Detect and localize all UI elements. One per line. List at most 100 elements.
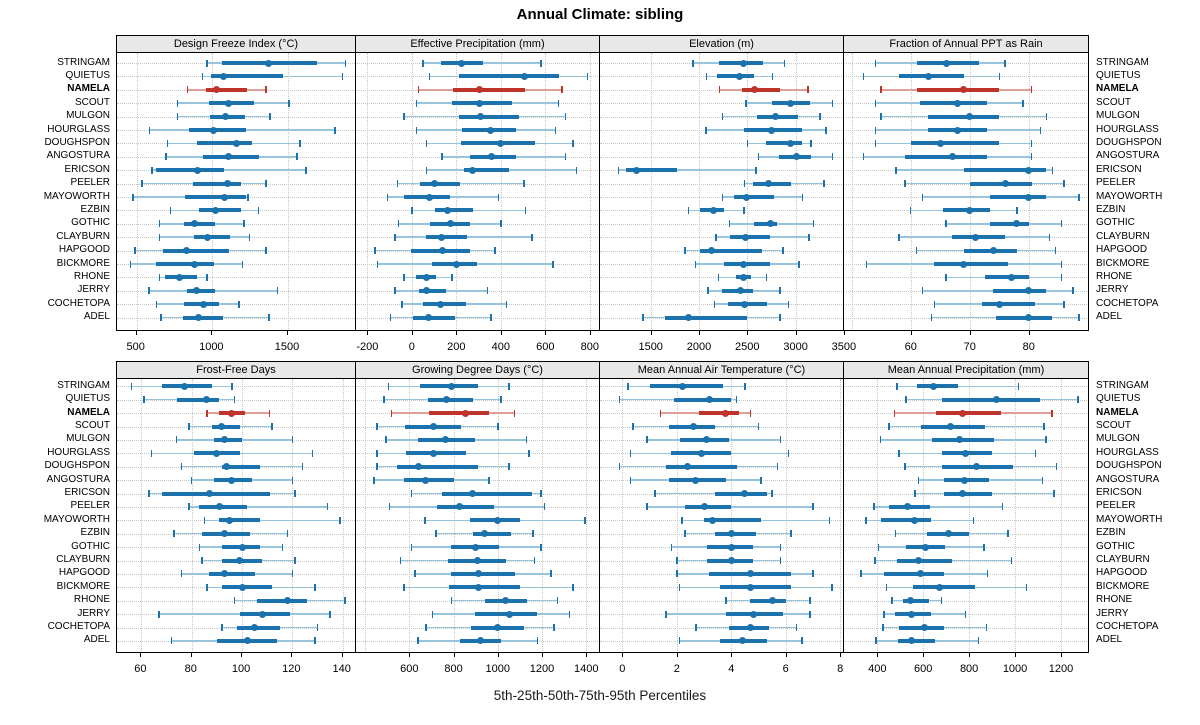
whisker-cap (618, 463, 621, 471)
median-dot (236, 557, 244, 564)
whisker-cap (1016, 206, 1018, 214)
x-tick-label: 2000 (686, 341, 712, 353)
station-label-right: EZBIN (1096, 203, 1126, 215)
whisker-cap (893, 409, 896, 417)
median-dot (447, 220, 455, 228)
iqr-bar (729, 235, 770, 240)
station-label-right: PEELER (1096, 500, 1136, 512)
median-dot (472, 543, 480, 551)
median-dot (727, 530, 735, 538)
iqr-bar (884, 571, 944, 576)
gridline-vertical (141, 379, 143, 652)
whisker-cap (198, 543, 200, 551)
whisker-cap (865, 516, 867, 524)
median-dot (697, 449, 705, 457)
whisker-cap (687, 206, 690, 214)
whisker-cap (1063, 180, 1065, 188)
x-tick (795, 331, 797, 335)
station-label-right: DOUGHSPON (1096, 460, 1162, 472)
iqr-bar (996, 315, 1053, 320)
median-dot (961, 476, 969, 484)
whisker-cap (500, 220, 502, 228)
whisker-cap (694, 260, 697, 268)
whisker-cap (186, 86, 189, 94)
station-label-right: CLAYBURN (1096, 230, 1150, 242)
median-dot (442, 436, 450, 444)
x-tick (877, 653, 879, 657)
gridline-vertical (923, 379, 925, 652)
station-label-left: EZBIN (80, 203, 110, 215)
whisker-cap (415, 99, 418, 107)
median-dot (425, 314, 432, 322)
whisker-cap (721, 193, 724, 201)
station-label-right: MAYOWORTH (1096, 190, 1163, 202)
whisker-cap (500, 396, 502, 404)
median-dot (191, 220, 199, 228)
median-dot (787, 99, 795, 107)
whisker-cap (874, 126, 877, 134)
whisker-cap (779, 557, 782, 564)
median-dot (936, 139, 944, 147)
whisker-cap (933, 300, 936, 308)
whisker-cap (257, 206, 260, 214)
iqr-bar (163, 248, 229, 253)
median-dot (452, 260, 460, 268)
whisker-cap (629, 449, 632, 457)
station-label-right: HOURGLASS (1096, 446, 1159, 458)
median-dot (742, 233, 750, 241)
panel: Growing Degree Days (°C) (356, 361, 600, 653)
iqr-bar (699, 248, 762, 253)
whisker-cap (488, 476, 490, 484)
whisker-cap (531, 233, 533, 241)
whisker-cap (1060, 260, 1062, 268)
gridline-vertical (456, 53, 458, 330)
iqr-bar (665, 464, 737, 469)
x-tick-label: 140 (332, 663, 351, 675)
iqr-bar (932, 437, 995, 442)
whisker-cap (882, 624, 884, 631)
median-dot (225, 99, 233, 107)
whisker-cap (787, 300, 790, 308)
whisker-cap (684, 247, 686, 255)
station-label-right: MAYOWORTH (1096, 513, 1163, 525)
whisker-cap (238, 300, 240, 308)
whisker-cap (823, 180, 825, 188)
iqr-bar (724, 262, 771, 266)
median-dot (477, 113, 485, 121)
whisker-cap (735, 396, 738, 404)
panel: Design Freeze Index (°C) (116, 35, 356, 331)
station-label-left: NAMELA (67, 406, 110, 418)
station-label-right: JERRY (1096, 284, 1129, 296)
whisker-cap (486, 287, 489, 295)
median-dot (283, 597, 291, 605)
gridline-vertical (699, 53, 700, 330)
whisker-cap (676, 557, 678, 564)
median-dot (727, 557, 735, 564)
station-label-right: JERRY (1096, 607, 1129, 619)
median-dot (746, 624, 754, 631)
whisker-cap (983, 543, 985, 551)
median-dot (742, 193, 750, 201)
whisker-cap (986, 570, 989, 578)
iqr-bar (919, 101, 988, 106)
whisker-cap (862, 72, 865, 80)
whisker-cap (721, 113, 724, 121)
whisker-cap (314, 583, 316, 591)
whisker-cap (206, 409, 208, 417)
whisker-cap (265, 86, 267, 94)
iqr-bar (452, 87, 526, 92)
whisker-cap (158, 233, 161, 241)
whisker-cap (808, 233, 810, 241)
whisker-cap (743, 180, 746, 188)
whisker-cap (787, 449, 790, 457)
whisker-cap (874, 139, 877, 147)
whisker-cap (905, 396, 907, 404)
iqr-bar (464, 168, 509, 173)
median-dot (708, 516, 716, 524)
x-tick-label: 800 (444, 663, 463, 675)
whisker-cap (665, 610, 667, 618)
whisker-cap (749, 409, 752, 417)
median-dot (414, 463, 422, 471)
iqr-bar (935, 411, 1002, 416)
axis-caption: 5th-25th-50th-75th-95th Percentiles (493, 688, 707, 703)
